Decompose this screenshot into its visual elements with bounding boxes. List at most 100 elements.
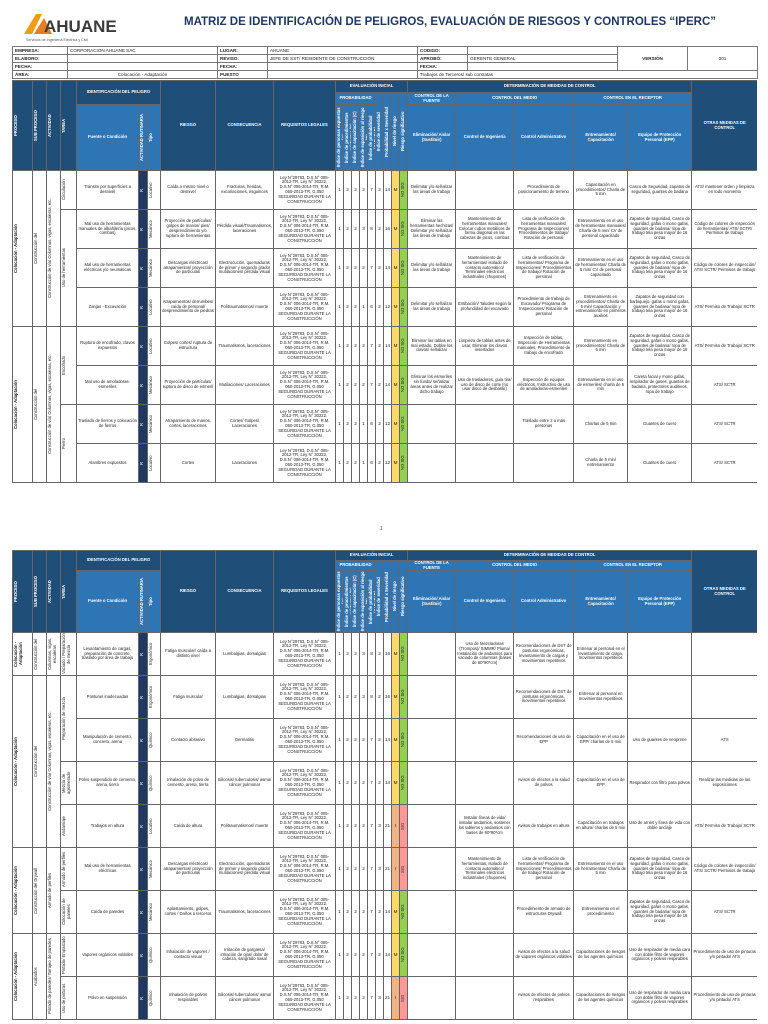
ingenieria-cell-text bbox=[457, 763, 513, 804]
subprocess-cell-text: Construcción del Drywall bbox=[33, 867, 39, 914]
d-cell-text: 2 bbox=[362, 909, 365, 915]
column-header: ACTIVIDAD RUTINARIA bbox=[138, 104, 148, 171]
eliminacion-cell-text bbox=[409, 806, 455, 847]
epp-cell: Zapatos de seguridad, Casco de seguridad… bbox=[627, 248, 693, 288]
rutina-cell-text: R bbox=[139, 781, 145, 785]
c-cell-text: 2 bbox=[354, 694, 357, 700]
sig-cell-text: NO SIG bbox=[400, 775, 406, 791]
rutina-cell-text: R bbox=[139, 383, 145, 387]
column-header-text: CONTROL DEL MEDIO bbox=[492, 562, 538, 568]
column-header: Índice de capacitación (C) bbox=[351, 570, 361, 633]
c-cell: 2 bbox=[351, 804, 361, 848]
task-cell: Circulación bbox=[60, 170, 77, 210]
b-cell-text: 2 bbox=[346, 226, 349, 232]
column-header-text: IDENTIFICACIÓN DEL PELIGRO bbox=[86, 557, 151, 563]
eliminacion-cell bbox=[407, 718, 457, 762]
eliminacion-cell-text bbox=[409, 763, 455, 804]
tipo-cell-text: Químico bbox=[148, 775, 153, 791]
column-header: Eliminación/ Aislar (Sustituir) bbox=[407, 570, 457, 633]
fuente-cell-text: Traslado de fierros y colocación de fier… bbox=[78, 418, 137, 428]
d-cell: 1 bbox=[359, 443, 369, 483]
a-cell: 1 bbox=[335, 804, 345, 848]
nr-cell: M bbox=[391, 365, 401, 405]
ingenieria-cell bbox=[455, 443, 515, 483]
epp-cell-text: Careta facial y mono gafas, respirador d… bbox=[629, 374, 690, 394]
column-header: Índice de capacitación (C) bbox=[351, 104, 361, 171]
consecuencia-cell-text: Electrocución, quemaduras de primer y se… bbox=[218, 860, 271, 876]
legal-cell-text: Ley N°29783, D.S.N° 005-2012-TR, Ley N° … bbox=[278, 896, 331, 926]
column-header-text: OTRAS MEDIDAS DE CONTROL bbox=[703, 585, 746, 596]
c-cell-text: 2 bbox=[354, 866, 357, 872]
fuente-cell-text: Polvo en suspensión bbox=[88, 994, 127, 1000]
a-cell: 1 bbox=[335, 632, 345, 676]
tipo-cell: Mecánico bbox=[146, 890, 162, 934]
column-header-text: PROBABILIDAD bbox=[339, 95, 372, 101]
a-cell: 1 bbox=[335, 248, 345, 288]
b-cell-text: 2 bbox=[346, 823, 349, 829]
administrativo-cell: Avisos de trabajos en altura bbox=[513, 804, 575, 848]
column-header-text: DETERMINACIÓN DE MEDIDAS DE CONTROL bbox=[503, 83, 596, 89]
sig-cell: NO SIG bbox=[399, 209, 409, 249]
task-cell: Armado de perfiles bbox=[60, 847, 77, 891]
column-header: REQUISITOS LEGALES bbox=[273, 80, 337, 171]
column-header: Índice de personas expuestas (A) bbox=[335, 104, 345, 171]
rutina-cell: R bbox=[138, 632, 148, 676]
entrenamiento-cell: Capacitación en trabajos en altura/ char… bbox=[573, 804, 629, 848]
ingenieria-cell-text: Entibación/ Taludes según la profundidad… bbox=[458, 301, 512, 311]
consecuencia-cell: Traumatismos, laceraciones bbox=[215, 326, 275, 366]
logo: AHUANE Servicios de Ingeniería Eléctrica… bbox=[24, 14, 117, 42]
consecuencia-cell-text: Dermatitis bbox=[235, 736, 254, 742]
fuente-cell: Mal uso de amoladoras-esmeriles bbox=[76, 365, 139, 405]
risk-row: Colocación - Adaptación Construcción del C… bbox=[12, 170, 757, 327]
ip-cell-text: 8 bbox=[370, 694, 373, 700]
column-header-text: Fuente o Condición bbox=[87, 598, 128, 604]
consecuencia-cell: Silicosis/ tuberculosis/ asma/ cáncer pu… bbox=[215, 761, 275, 805]
administrativo-cell: Avisos de efectos de polvos respirables bbox=[513, 976, 575, 1020]
process-cell: Colocación - Adaptación bbox=[12, 170, 33, 327]
otras-cell bbox=[691, 675, 757, 719]
task-cell-text: Fierro bbox=[61, 438, 67, 449]
info-label: LUGAR: bbox=[217, 46, 268, 55]
is-cell: 2 bbox=[375, 890, 385, 934]
pxs-cell: 14 bbox=[383, 248, 393, 288]
b-cell-text: 2 bbox=[346, 421, 349, 427]
entrenamiento-cell: Entrenamiento en el procedimiento bbox=[573, 890, 629, 934]
epp-cell-text: Uso de respirador de media cara con dobl… bbox=[629, 946, 691, 962]
riesgo-cell: Fatiga muscular bbox=[160, 675, 217, 719]
eliminacion-cell-text bbox=[409, 935, 455, 976]
epp-cell: Zapatos de seguridad, Casco de seguridad… bbox=[627, 326, 693, 366]
tipo-cell: Locativo bbox=[146, 804, 162, 848]
nr-cell-text: M bbox=[393, 187, 398, 193]
subprocess-cell-text: Construcción del bbox=[33, 745, 39, 778]
epp-cell-text bbox=[629, 634, 691, 675]
epp-cell: Uso de arnés y línea de vida con doble a… bbox=[627, 804, 693, 848]
epp-cell: Careta facial y mono gafas, respirador d… bbox=[627, 365, 693, 405]
info-label: APROBÓ: bbox=[417, 54, 468, 63]
epp-cell-text: Guantes de cuero bbox=[643, 459, 677, 465]
c-cell: 2 bbox=[351, 287, 361, 327]
legal-cell-text: Ley N°29783, D.S.N° 005-2012-TR, Ley N° … bbox=[278, 638, 331, 668]
rutina-cell: R bbox=[138, 248, 148, 288]
tipo-cell-text: Mecánico bbox=[148, 376, 153, 394]
nr-cell-text: M bbox=[393, 694, 398, 700]
b-cell: 2 bbox=[343, 248, 353, 288]
d-cell: 2 bbox=[359, 761, 369, 805]
risk-row: Mal uso de amoladoras-esmeriles R Mecánico… bbox=[13, 365, 757, 405]
riesgo-cell: Inhalación de polvo de cemento, arena, t… bbox=[160, 761, 217, 805]
column-header: Índice de exposición al riesgo (D) bbox=[359, 104, 369, 171]
otras-cell: Código de colores de inspección/ ATS/ SC… bbox=[691, 847, 757, 891]
legal-cell: Ley N°29783, D.S.N° 005-2012-TR, Ley N° … bbox=[273, 847, 337, 891]
column-header-text: ACTIVIDAD RUTINARIA bbox=[139, 578, 145, 625]
legal-cell: Ley N°29783, D.S.N° 005-2012-TR, Ley N° … bbox=[273, 443, 337, 483]
consecuencia-cell: Politraumatismos/ muerte bbox=[215, 287, 275, 327]
riesgo-cell: Contacto abrasivo bbox=[160, 718, 217, 762]
ip-cell: 7 bbox=[367, 326, 377, 366]
column-header-text: Índice de personas expuestas (A) bbox=[336, 571, 344, 632]
entrenamiento-cell-text: Entrenamiento en el procedimiento bbox=[581, 906, 620, 916]
iperc-table: PROCESO SUB PROCESO ACTIVIDAD TAREA IDENTIFI… bbox=[12, 550, 757, 1020]
tipo-cell: Mecánico bbox=[146, 847, 162, 891]
nr-cell-text: M bbox=[393, 737, 398, 743]
otras-cell: Realizar las medidas de las exposiciones bbox=[691, 761, 757, 805]
d-cell-text: 2 bbox=[362, 866, 365, 872]
a-cell-text: 1 bbox=[338, 995, 341, 1001]
